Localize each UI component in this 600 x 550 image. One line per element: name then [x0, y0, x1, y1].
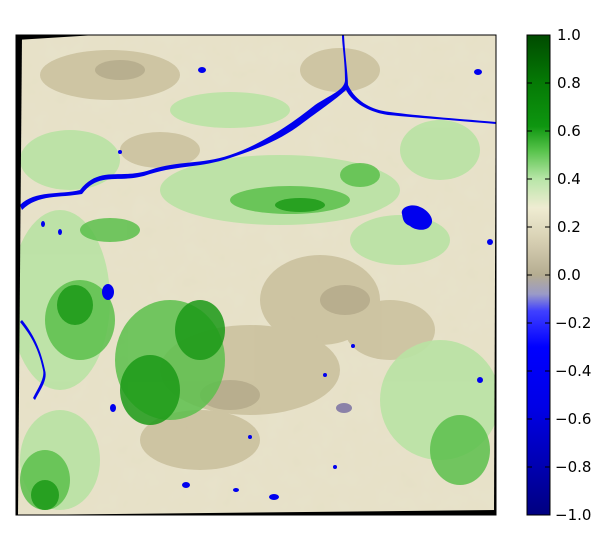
salt-pan — [336, 403, 352, 413]
colorbar-tick-label: −0.2 — [555, 314, 591, 332]
colorbar-tick-label: 0.8 — [557, 74, 581, 92]
bare-soil-regions — [40, 48, 435, 470]
colorbar-tick-label: 0.6 — [557, 122, 581, 140]
colorbar-tick-label: −0.8 — [555, 458, 591, 476]
water-bodies — [20, 35, 496, 500]
lake-small — [102, 284, 114, 300]
colorbar-gradient — [527, 35, 550, 515]
dark-bare-regions — [95, 60, 370, 410]
colorbar: 1.0 0.8 0.6 0.4 0.2 0.0 −0.2 −0.4 −0.6 −0.8 −1.0 — [526, 26, 591, 524]
colorbar-tick-label: 1.0 — [557, 26, 581, 44]
dense-vegetation — [31, 198, 325, 510]
colorbar-tick-label: 0.4 — [557, 170, 581, 188]
satellite-map — [16, 35, 496, 515]
colorbar-tick-label: 0.0 — [557, 266, 581, 284]
river — [20, 35, 496, 210]
colorbar-ticks: 1.0 0.8 0.6 0.4 0.2 0.0 −0.2 −0.4 −0.6 −0.8 −1.0 — [527, 26, 591, 524]
map-frame — [15, 34, 497, 516]
colorbar-tick-label: −0.4 — [555, 362, 591, 380]
lake-large — [401, 205, 433, 230]
colorbar-tick-label: 0.2 — [557, 218, 581, 236]
colorbar-tick-label: −1.0 — [555, 506, 591, 524]
colorbar-tick-label: −0.6 — [555, 410, 591, 428]
